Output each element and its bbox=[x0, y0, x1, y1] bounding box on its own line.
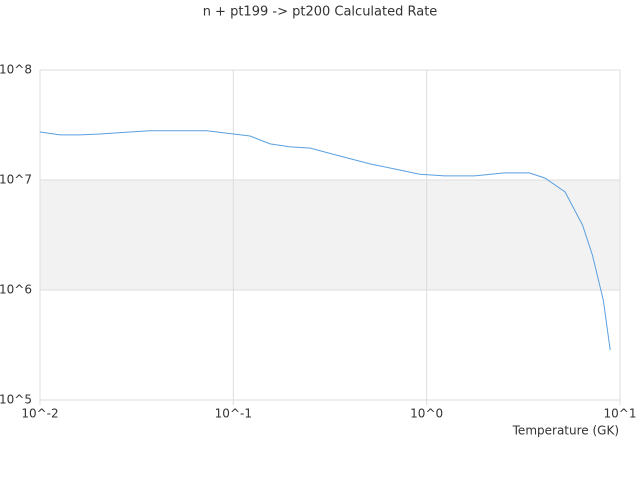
line-series bbox=[39, 130, 611, 351]
band bbox=[40, 180, 620, 290]
x-tick-label: 10^1 bbox=[604, 407, 637, 421]
y-tick-label: 10^7 bbox=[0, 173, 32, 187]
y-tick-label: 10^5 bbox=[0, 393, 32, 407]
x-tick-label: 10^0 bbox=[410, 407, 443, 421]
chart-title: n + pt199 -> pt200 Calculated Rate bbox=[203, 5, 438, 20]
y-tick-label: 10^6 bbox=[0, 283, 32, 297]
x-axis-label: Temperature (GK) bbox=[512, 424, 619, 438]
x-tick-label: 10^-1 bbox=[215, 407, 252, 421]
x-tick-label: 10^-2 bbox=[21, 407, 58, 421]
y-tick-label: 10^8 bbox=[0, 63, 32, 77]
